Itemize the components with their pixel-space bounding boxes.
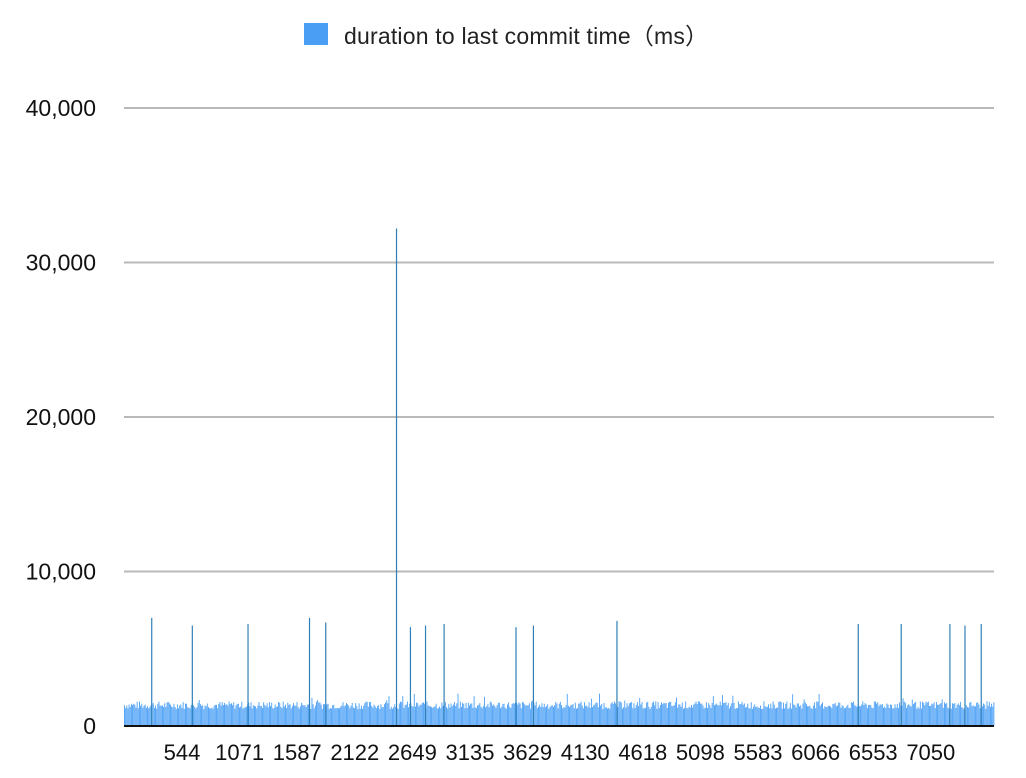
- x-tick-label: 2122: [330, 740, 379, 765]
- x-tick-label: 4130: [561, 740, 610, 765]
- y-tick-label: 30,000: [26, 250, 96, 276]
- x-tick-label: 3629: [503, 740, 552, 765]
- legend-swatch: [304, 23, 328, 45]
- spike-bars: [151, 228, 982, 726]
- x-tick-label: 3135: [446, 740, 495, 765]
- gridlines: [124, 107, 994, 573]
- bars: [124, 693, 995, 726]
- x-tick-label: 6553: [849, 740, 898, 765]
- x-tick-label: 5583: [734, 740, 783, 765]
- y-tick-label: 0: [83, 713, 96, 739]
- y-tick-label: 10,000: [26, 559, 96, 585]
- x-tick-label: 1587: [273, 740, 322, 765]
- x-tick-label: 4618: [618, 740, 667, 765]
- x-tick-label: 2649: [388, 740, 437, 765]
- y-tick-labels: 0 10,000 20,000 30,000 40,000: [26, 95, 96, 739]
- x-tick-label: 6066: [791, 740, 840, 765]
- legend[interactable]: duration to last commit time（ms）: [304, 18, 708, 50]
- x-tick-label: 1071: [215, 740, 264, 765]
- x-tick-label: 544: [164, 740, 201, 765]
- x-tick-labels: 544 1071 1587 2122 2649 3135 3629 4130 4618 5098 5…: [164, 740, 956, 765]
- legend-label: duration to last commit time（ms）: [344, 23, 709, 49]
- x-tick-label: 7050: [906, 740, 955, 765]
- y-tick-label: 40,000: [26, 95, 96, 121]
- baseline-bars: [124, 693, 995, 726]
- x-tick-label: 5098: [676, 740, 725, 765]
- y-tick-label: 20,000: [26, 404, 96, 430]
